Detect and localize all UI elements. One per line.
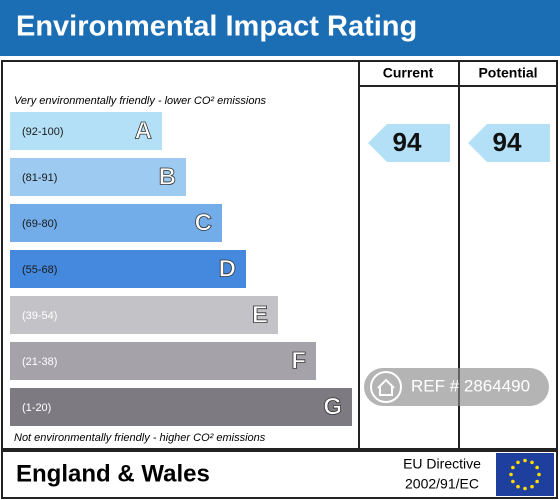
- band-bar: [10, 296, 278, 334]
- band-bar: [10, 204, 222, 242]
- band-bar: [10, 250, 246, 288]
- band-letter: B: [159, 163, 176, 190]
- band-letter: D: [219, 255, 236, 282]
- eu-star: [523, 458, 527, 463]
- watermark: REF # 2864490: [364, 368, 549, 406]
- bottom-note: Not environmentally friendly - higher CO…: [14, 432, 266, 444]
- watermark-pill: [364, 368, 549, 406]
- eu-star: [516, 484, 520, 489]
- band-bar: [10, 342, 316, 380]
- band-range: (69-80): [22, 218, 57, 230]
- band-range: (92-100): [22, 126, 64, 138]
- house-icon: [377, 378, 395, 396]
- top-note: Very environmentally friendly - lower CO…: [14, 95, 267, 107]
- band-letter: F: [291, 347, 306, 374]
- current-header: Current: [383, 65, 434, 81]
- eu-star: [516, 460, 520, 465]
- eu-star: [511, 479, 515, 484]
- eu-star: [509, 472, 513, 477]
- potential-header: Potential: [478, 65, 537, 81]
- band-letter: A: [135, 117, 152, 144]
- band-range: (21-38): [22, 356, 57, 368]
- eu-star: [535, 479, 539, 484]
- band-bar: [10, 388, 352, 426]
- bands: (92-100) A (81-91) B (69-80) C (55-68) D (39-54)…: [10, 112, 352, 426]
- footer-frame: [1, 450, 558, 499]
- band-letter: E: [252, 301, 268, 328]
- eu-star: [530, 484, 534, 489]
- rating-arrows: 94 94: [368, 124, 550, 162]
- rating-arrow: [468, 124, 550, 162]
- band-bar: [10, 158, 186, 196]
- title: Environmental Impact Rating: [16, 11, 417, 43]
- band-range: (39-54): [22, 310, 57, 322]
- band-range: (81-91): [22, 172, 57, 184]
- main-frame: [1, 60, 558, 450]
- eu-star: [535, 465, 539, 470]
- eu-stars: [509, 458, 541, 491]
- watermark-icon: [370, 371, 402, 403]
- eu-star: [523, 486, 527, 491]
- watermark-text: REF # 2864490: [411, 376, 530, 395]
- band-letter: C: [195, 209, 212, 236]
- rating-arrow: [368, 124, 450, 162]
- directive-line2: 2002/91/EC: [405, 476, 479, 492]
- title-bar: [0, 0, 560, 56]
- eu-star: [530, 460, 534, 465]
- band-range: (55-68): [22, 264, 57, 276]
- rating-value: 94: [493, 127, 522, 157]
- band-letter: G: [323, 393, 342, 420]
- region: England & Wales: [16, 460, 210, 487]
- eu-star: [537, 472, 541, 477]
- directive-line1: EU Directive: [403, 456, 481, 472]
- band-bar: [10, 112, 162, 150]
- eu-star: [511, 465, 515, 470]
- rating-value: 94: [393, 127, 422, 157]
- band-range: (1-20): [22, 402, 51, 414]
